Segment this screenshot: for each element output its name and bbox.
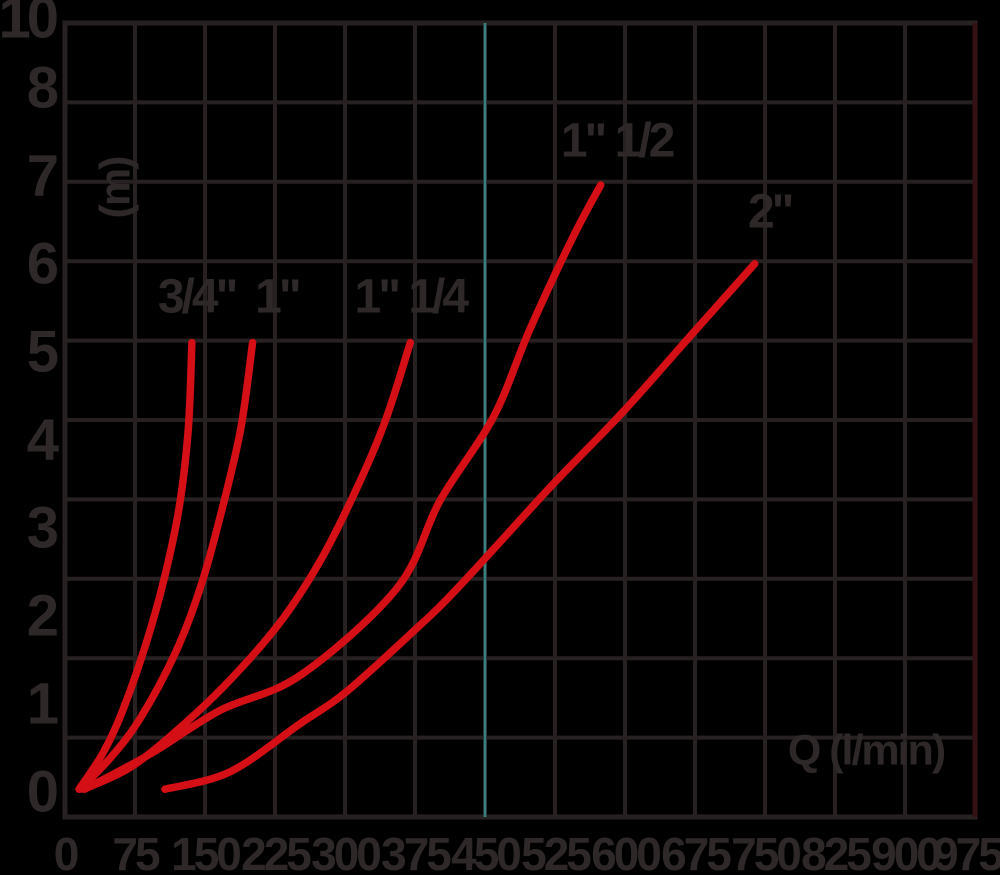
y-tick-label: 7 (27, 144, 57, 209)
x-tick-label: 900 (871, 828, 940, 875)
x-tick-label: 150 (171, 828, 240, 875)
x-tick-label: 450 (451, 828, 520, 875)
x-tick-label: 375 (381, 828, 451, 875)
curve-label: 1" (255, 271, 299, 324)
curve-2- (161, 260, 759, 793)
y-tick-label: 2 (27, 584, 57, 649)
x-tick-label: 75 (112, 828, 160, 875)
y-tick-label: 0 (27, 760, 57, 825)
curve-3-4- (75, 338, 196, 793)
x-tick-label: 525 (521, 828, 591, 875)
y-tick-label: 8 (27, 56, 58, 121)
y-tick-label: 6 (27, 232, 58, 297)
curve-label: 2" (748, 186, 792, 239)
curve-1-1-2 (80, 181, 605, 793)
y-tick-label: 10 (0, 0, 57, 51)
y-tick-label: 3 (27, 496, 58, 561)
y-tick-label: 5 (27, 320, 58, 385)
x-tick-label: 825 (801, 828, 871, 875)
x-axis-title: Q (l/min) (787, 726, 946, 775)
x-tick-label: 300 (311, 828, 380, 875)
curve-label: 3/4" (158, 271, 236, 324)
curve-label: 1" 1/2 (561, 115, 674, 168)
curve-1- (76, 338, 257, 793)
grid (62, 20, 978, 820)
curve-labels: 3/4" 1" 1" 1/4 1" 1/2 2" (158, 115, 795, 324)
curve-label: 1" 1/4 (355, 271, 470, 324)
x-tick-label: 750 (731, 828, 800, 875)
curves (75, 181, 759, 793)
x-tick-label: 975 (933, 828, 1000, 875)
y-tick-label: 1 (27, 672, 58, 737)
x-tick-label: 0 (54, 828, 78, 875)
y-axis-title: (m) (91, 157, 140, 219)
x-tick-label: 225 (241, 828, 311, 875)
x-tick-label: 675 (661, 828, 731, 875)
x-tick-label: 600 (591, 828, 660, 875)
y-tick-label: 4 (27, 408, 59, 473)
